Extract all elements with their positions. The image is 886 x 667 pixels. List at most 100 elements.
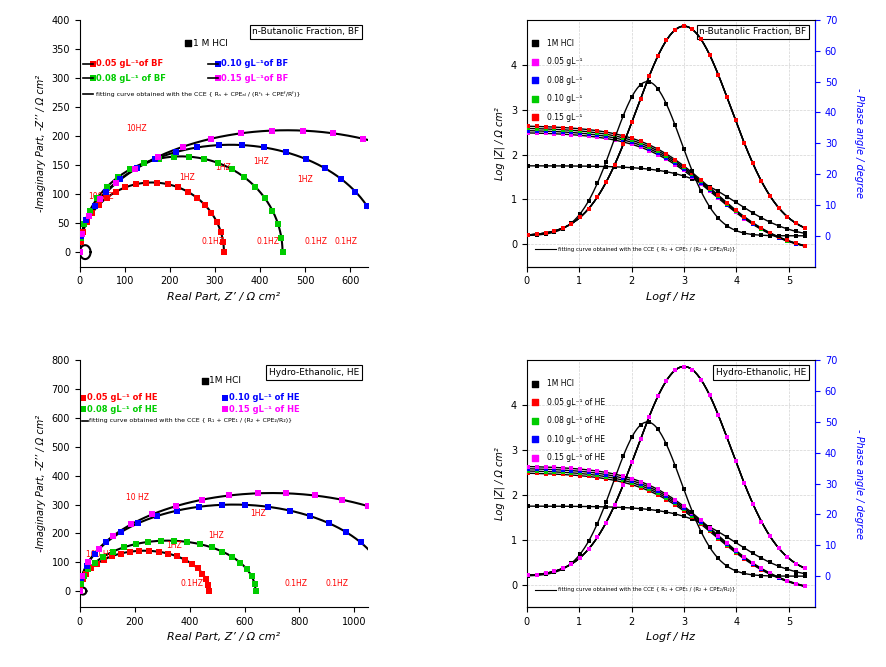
Point [616,480,630,490]
Point [737,137,751,148]
Point [633,79,648,90]
Point [677,21,691,31]
Point [616,502,630,513]
Point [685,364,699,375]
Point [608,133,622,144]
Point [504,468,518,478]
Point [171,182,185,193]
Point [737,554,751,564]
Point [73,247,87,257]
Point [504,230,518,241]
Point [590,125,604,136]
Point [521,127,535,138]
Point [703,183,717,194]
Point [737,478,751,488]
Point [781,552,795,562]
Point [547,126,561,137]
X-axis label: Real Part, Z’ / Ω cm²: Real Part, Z’ / Ω cm² [167,292,281,302]
Point [703,49,717,60]
Point [539,568,553,579]
Point [564,470,579,480]
Point [763,569,777,580]
Point [130,518,144,529]
Point [772,203,786,213]
Point [685,506,699,517]
Point [168,501,183,512]
Point [737,137,751,148]
Point [608,473,622,484]
Point [573,212,587,223]
Point [213,139,227,150]
Point [746,158,760,169]
Point [781,211,795,222]
Point [218,404,232,415]
Point [711,191,726,201]
Point [685,364,699,375]
Point [195,568,209,579]
Point [513,230,527,241]
Point [659,491,673,502]
Point [556,563,570,574]
Point [99,186,113,197]
Point [677,362,691,372]
Point [504,501,518,512]
Point [581,544,595,554]
Point [599,502,613,512]
Point [581,195,595,206]
Text: fitting curve obtained with the CCE { R₁ + CPE₁ / (R₂ + CPE₂/R₂)}: fitting curve obtained with the CCE { R₁… [558,587,736,592]
Point [105,546,120,557]
Point [694,374,708,385]
Point [355,133,369,144]
Point [556,223,570,233]
Point [217,247,231,257]
Point [659,489,673,500]
Point [677,21,691,31]
Point [504,161,518,171]
Point [76,226,90,237]
Point [339,527,354,538]
Point [92,199,106,210]
Point [248,181,262,192]
Point [772,203,786,213]
Point [530,229,544,240]
Point [754,516,768,527]
Point [504,127,518,138]
Point [513,570,527,581]
Point [797,240,812,251]
Point [754,564,768,575]
Point [772,571,786,582]
Text: 10HZ: 10HZ [126,124,146,133]
Point [513,466,527,476]
Point [608,161,622,172]
Point [754,516,768,527]
Point [642,71,657,81]
Point [487,247,501,257]
Point [746,498,760,509]
Point [685,364,699,375]
Point [772,203,786,213]
Point [711,410,726,420]
Point [789,579,803,590]
Point [504,230,518,241]
Point [80,217,94,227]
Point [608,159,622,170]
Point [608,500,622,510]
Point [513,230,527,241]
Point [504,230,518,241]
Text: 1HZ: 1HZ [167,541,183,550]
Point [451,178,465,189]
Point [581,544,595,554]
Point [202,586,216,596]
Point [685,508,699,518]
Point [703,390,717,400]
Point [530,229,544,239]
Point [719,532,734,542]
Point [521,501,535,512]
Point [573,468,587,479]
X-axis label: Real Part, Z’ / Ω cm²: Real Part, Z’ / Ω cm² [167,632,281,642]
Point [215,546,229,557]
Point [530,462,544,472]
Point [616,162,630,173]
Point [354,537,368,548]
Point [659,35,673,45]
